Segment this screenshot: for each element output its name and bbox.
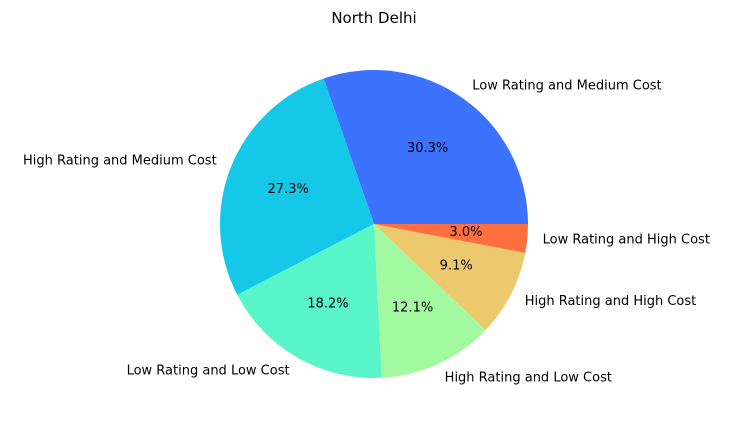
pie-slice-low-rating-and-low-cost — [237, 224, 382, 378]
slice-percent-low-rating-and-medium-cost: 30.3% — [407, 141, 448, 156]
slice-percent-low-rating-and-low-cost: 18.2% — [307, 297, 348, 312]
pie-slice-low-rating-and-medium-cost — [323, 69, 528, 224]
chart-title: North Delhi — [331, 9, 416, 27]
slice-label-high-rating-and-high-cost: High Rating and High Cost — [525, 294, 697, 309]
slice-label-high-rating-and-medium-cost: High Rating and Medium Cost — [23, 154, 217, 169]
slice-label-high-rating-and-low-cost: High Rating and Low Cost — [445, 370, 612, 385]
pie-slice-low-rating-and-high-cost — [374, 224, 528, 253]
slice-percent-low-rating-and-high-cost: 3.0% — [449, 225, 482, 240]
slice-label-low-rating-and-high-cost: Low Rating and High Cost — [543, 232, 710, 247]
slice-label-low-rating-and-medium-cost: Low Rating and Medium Cost — [472, 79, 661, 94]
slice-percent-high-rating-and-high-cost: 9.1% — [440, 259, 473, 274]
pie-labels: Low Rating and Medium Cost 30.3% High Rati… — [23, 79, 710, 386]
pie-slice-high-rating-and-high-cost — [374, 224, 526, 331]
slice-label-low-rating-and-low-cost: Low Rating and Low Cost — [127, 363, 290, 378]
pie-slice-high-rating-and-medium-cost — [220, 78, 374, 295]
pie-slices — [220, 69, 528, 378]
pie-slice-high-rating-and-low-cost — [374, 224, 486, 378]
slice-percent-high-rating-and-medium-cost: 27.3% — [268, 182, 309, 197]
slice-percent-high-rating-and-low-cost: 12.1% — [392, 300, 433, 315]
